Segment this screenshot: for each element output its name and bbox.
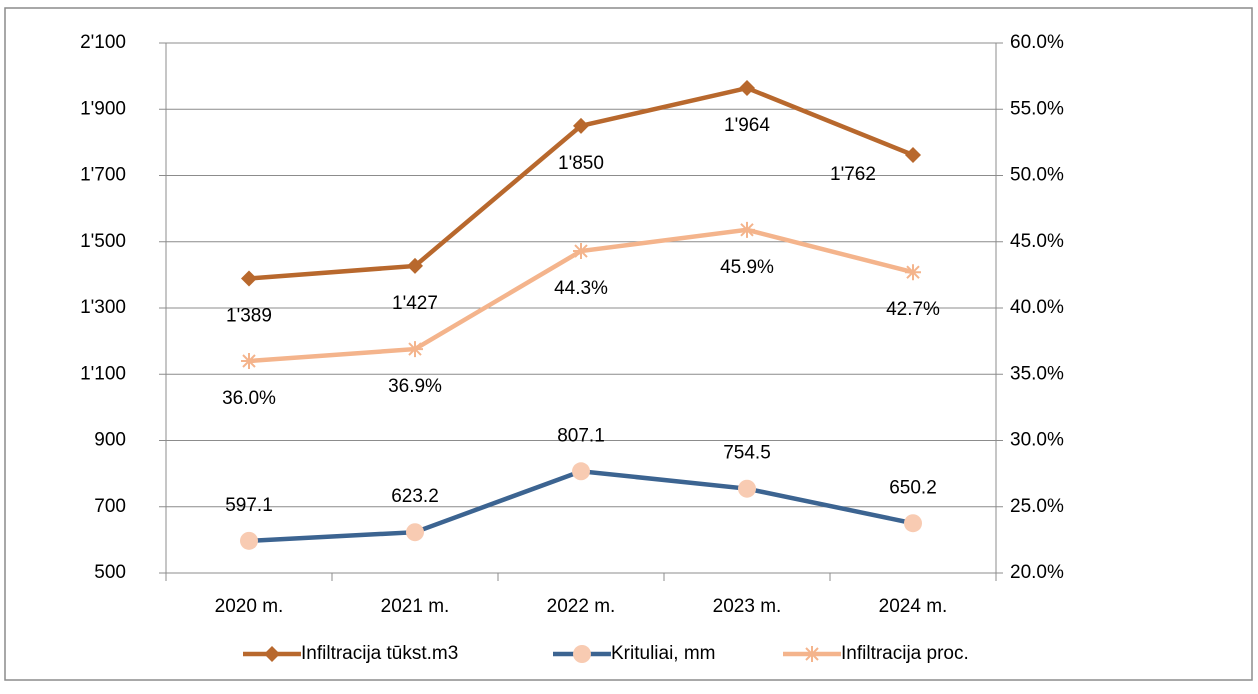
data-point bbox=[572, 462, 590, 481]
data-point bbox=[905, 146, 921, 163]
data-point bbox=[573, 117, 589, 134]
y2-tick-label: 45.0% bbox=[1010, 231, 1064, 252]
data-label: 1'389 bbox=[226, 306, 272, 327]
legend-marker bbox=[573, 645, 591, 663]
data-label: 754.5 bbox=[723, 443, 771, 464]
data-label: 44.3% bbox=[554, 278, 608, 299]
data-point bbox=[407, 257, 423, 274]
y-tick-label: 1'500 bbox=[80, 231, 126, 252]
y2-tick-label: 25.0% bbox=[1010, 496, 1064, 517]
data-label: 597.1 bbox=[225, 495, 273, 516]
legend-marker bbox=[264, 646, 280, 662]
data-point bbox=[738, 479, 756, 498]
data-label: 650.2 bbox=[889, 477, 937, 498]
data-label: 42.7% bbox=[886, 299, 940, 320]
legend-label: Krituliai, mm bbox=[611, 643, 716, 664]
data-label: 1'850 bbox=[558, 153, 604, 174]
legend-label: Infiltracija proc. bbox=[841, 643, 969, 664]
x-tick-label: 2024 m. bbox=[879, 596, 948, 617]
x-tick-label: 2022 m. bbox=[547, 596, 616, 617]
data-point bbox=[573, 243, 589, 260]
y2-tick-label: 60.0% bbox=[1010, 32, 1064, 53]
y-tick-label: 1'300 bbox=[80, 297, 126, 318]
data-point bbox=[241, 353, 257, 369]
y2-tick-label: 50.0% bbox=[1010, 165, 1064, 186]
data-point bbox=[240, 531, 258, 550]
data-label: 45.9% bbox=[720, 257, 774, 278]
data-label: 1'762 bbox=[830, 164, 876, 185]
data-label: 1'427 bbox=[392, 293, 438, 314]
data-point bbox=[739, 221, 755, 238]
y2-tick-label: 40.0% bbox=[1010, 297, 1064, 318]
y2-tick-label: 20.0% bbox=[1010, 562, 1064, 583]
y-tick-label: 1'100 bbox=[80, 363, 126, 384]
data-point bbox=[407, 341, 423, 358]
y2-tick-label: 55.0% bbox=[1010, 98, 1064, 119]
y2-tick-label: 35.0% bbox=[1010, 363, 1064, 384]
x-tick-label: 2020 m. bbox=[215, 596, 284, 617]
data-point bbox=[241, 270, 257, 287]
y-tick-label: 900 bbox=[94, 430, 126, 451]
y-tick-label: 1'700 bbox=[80, 165, 126, 186]
data-point bbox=[905, 264, 921, 281]
y-tick-label: 2'100 bbox=[80, 32, 126, 53]
data-label: 36.0% bbox=[222, 388, 276, 409]
chart-border bbox=[4, 7, 1253, 681]
data-label: 807.1 bbox=[557, 425, 605, 446]
legend-marker bbox=[804, 646, 820, 662]
x-tick-label: 2021 m. bbox=[381, 596, 450, 617]
data-point bbox=[406, 523, 424, 542]
data-label: 1'964 bbox=[724, 115, 770, 136]
y-tick-label: 500 bbox=[94, 562, 126, 583]
data-label: 623.2 bbox=[391, 486, 439, 507]
x-tick-label: 2023 m. bbox=[713, 596, 782, 617]
data-point bbox=[739, 80, 755, 97]
y-tick-label: 700 bbox=[94, 496, 126, 517]
data-point bbox=[904, 514, 922, 533]
y2-tick-label: 30.0% bbox=[1010, 430, 1064, 451]
y-tick-label: 1'900 bbox=[80, 98, 126, 119]
legend-label: Infiltracija tūkst.m3 bbox=[301, 643, 458, 664]
data-label: 36.9% bbox=[388, 376, 442, 397]
